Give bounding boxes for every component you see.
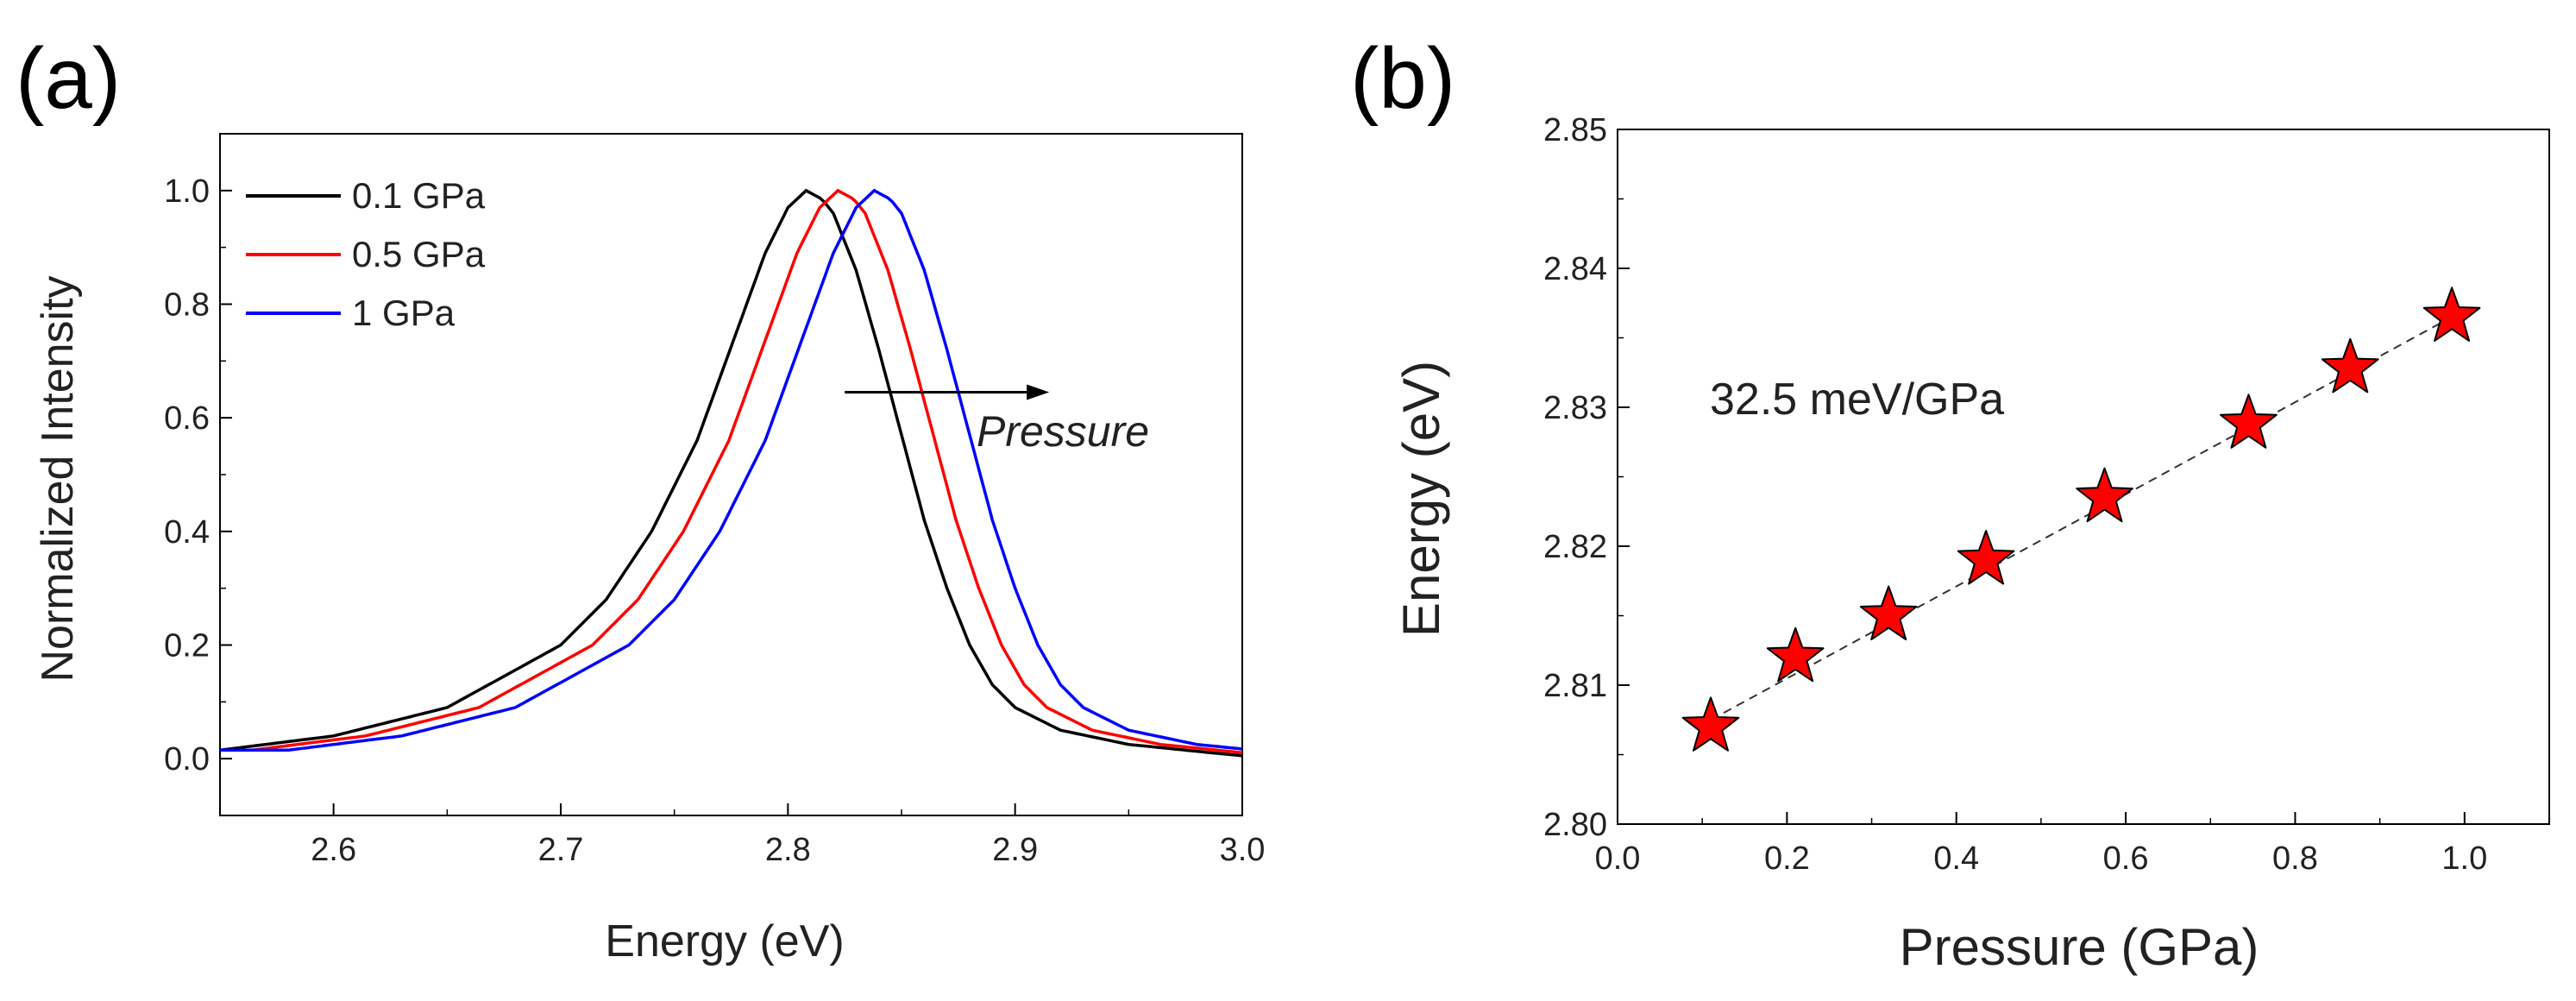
x-tick-label-b: 0.8 xyxy=(2272,840,2318,877)
x-tick-label-b: 0.0 xyxy=(1595,840,1641,877)
panel-label-a: (a) xyxy=(16,30,121,127)
x-tick-label-b: 0.4 xyxy=(1933,840,1979,877)
data-point-star xyxy=(1957,530,2015,585)
annotation-slope: 32.5 meV/GPa xyxy=(1710,375,2004,425)
x-tick-label-b: 1.0 xyxy=(2441,840,2487,877)
y-tick-label-b: 2.81 xyxy=(1543,668,1607,704)
data-point-star xyxy=(2220,393,2278,449)
x-tick-label-a: 2.8 xyxy=(765,832,811,868)
x-tick-label-a: 2.9 xyxy=(992,832,1038,868)
y-axis-label-a: Normalized Intensity xyxy=(33,275,83,682)
y-axis-label-b: Energy (eV) xyxy=(1392,361,1450,637)
y-tick-label-b: 2.83 xyxy=(1543,390,1607,426)
data-point-star xyxy=(2076,467,2133,523)
series-line-0.1-gpa xyxy=(219,188,1243,758)
x-axis-label-a: Energy (eV) xyxy=(605,916,844,966)
data-point-star xyxy=(1859,585,1918,640)
x-tick-label-a: 2.7 xyxy=(538,832,584,868)
x-tick-label-a: 2.6 xyxy=(311,832,356,868)
y-tick-label-a: 0.0 xyxy=(164,741,210,778)
x-tick-label-b: 0.2 xyxy=(1764,840,1810,877)
y-tick-label-b: 2.84 xyxy=(1543,251,1607,287)
y-tick-label-a: 0.2 xyxy=(164,628,210,664)
y-tick-label-a: 1.0 xyxy=(164,173,210,210)
y-tick-label-b: 2.85 xyxy=(1543,112,1607,148)
y-tick-label-b: 2.80 xyxy=(1543,807,1607,843)
y-tick-label-b: 2.82 xyxy=(1543,529,1607,565)
legend-label: 0.1 GPa xyxy=(352,175,486,216)
y-tick-label-a: 0.8 xyxy=(164,287,210,324)
pressure-arrow-head xyxy=(1027,384,1050,400)
data-point-star xyxy=(1681,696,1740,752)
y-tick-label-a: 0.4 xyxy=(164,514,210,551)
plot-area-b: 0.0 0.2 0.4 0.6 0.8 1.0 2.80 2.81 2.82 2.83 2.84 2.… xyxy=(1543,112,2550,877)
x-tick-label-b: 0.6 xyxy=(2103,840,2149,877)
panel-label-b: (b) xyxy=(1350,30,1455,127)
annotation-pressure: Pressure xyxy=(977,407,1149,456)
x-axis-label-b: Pressure (GPa) xyxy=(1900,918,2259,976)
x-tick-label-a: 3.0 xyxy=(1220,832,1266,868)
plot-area-a: 2.6 2.7 2.8 2.9 3.0 0.0 0.2 0.4 0.6 0.8 1.0 xyxy=(164,133,1266,868)
data-point-star xyxy=(2321,337,2379,393)
panel-a: (a) 2.6 2.7 2.8 2.9 3.0 0.0 0.2 0.4 0.6 0.8 1.0 En… xyxy=(16,30,1265,966)
legend-a: 0.1 GPa 0.5 GPa 1 GPa xyxy=(246,175,486,333)
panel-b: (b) 0.0 0.2 0.4 0.6 0.8 1.0 2.80 2.81 2.82 2.83 2.… xyxy=(1350,30,2550,976)
y-tick-label-a: 0.6 xyxy=(164,400,210,437)
series-line-0.5-gpa xyxy=(220,188,1243,754)
plot-frame-b xyxy=(1617,129,2550,825)
legend-label: 0.5 GPa xyxy=(352,234,486,274)
series-line-1-gpa xyxy=(220,188,1243,752)
fit-line xyxy=(1710,316,2453,721)
legend-label: 1 GPa xyxy=(352,293,456,333)
data-point-star xyxy=(1766,626,1825,683)
data-point-star xyxy=(2422,286,2481,342)
